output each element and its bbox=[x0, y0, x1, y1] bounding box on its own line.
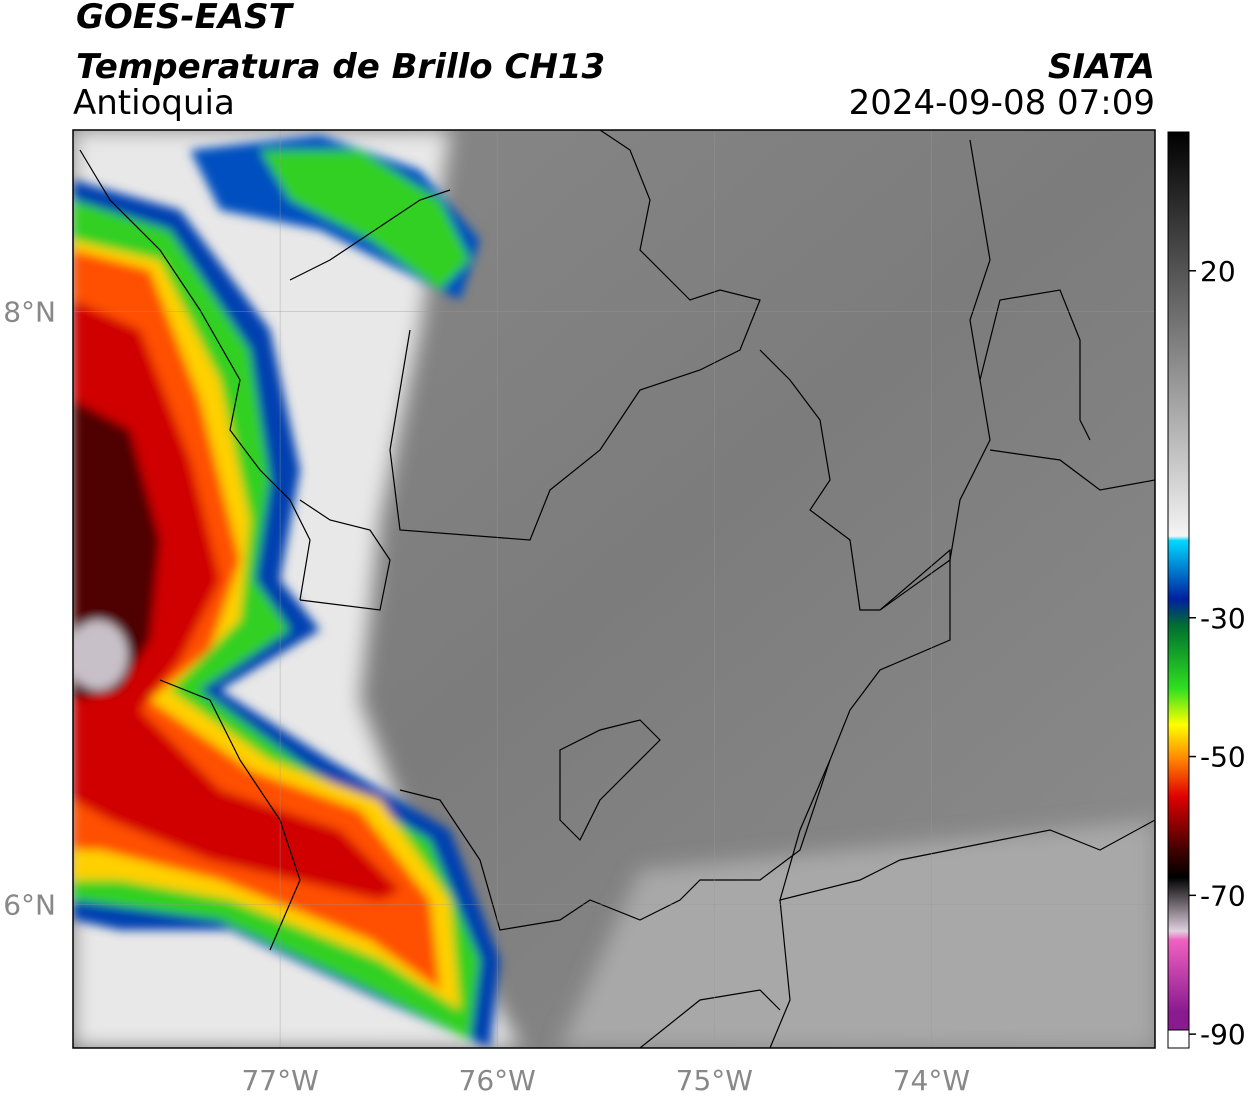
title: GOES-EAST bbox=[76, 0, 295, 37]
colorbar-tick-label: -50 bbox=[1200, 741, 1246, 774]
colorbar-tick-label: 20 bbox=[1200, 255, 1236, 288]
lon-tick-label: 75°W bbox=[676, 1064, 753, 1097]
boundaries bbox=[79, 130, 1155, 1048]
colorbar-tick-label: -70 bbox=[1200, 879, 1246, 912]
colorbar-tick-label: -90 bbox=[1200, 1018, 1246, 1051]
lon-tick-label: 77°W bbox=[241, 1064, 318, 1097]
colorbar-frame bbox=[1167, 131, 1190, 1049]
lon-tick-label: 76°W bbox=[459, 1064, 536, 1097]
satellite-image bbox=[73, 130, 1155, 1048]
colorbar-tick-label: -30 bbox=[1200, 602, 1246, 635]
colorbar bbox=[1168, 132, 1189, 1030]
map-frame bbox=[72, 129, 1156, 1049]
lon-tick-label: 74°W bbox=[893, 1064, 970, 1097]
lat-tick-label: 6°N bbox=[3, 888, 56, 921]
lat-tick-label: 8°N bbox=[3, 295, 56, 328]
source: SIATA bbox=[1048, 47, 1155, 87]
datetime: 2024-09-08 07:09 bbox=[849, 83, 1155, 123]
subtitle: Temperatura de Brillo CH13 bbox=[76, 47, 605, 87]
colorbar-under bbox=[1167, 1029, 1190, 1049]
region: Antioquia bbox=[73, 83, 235, 123]
